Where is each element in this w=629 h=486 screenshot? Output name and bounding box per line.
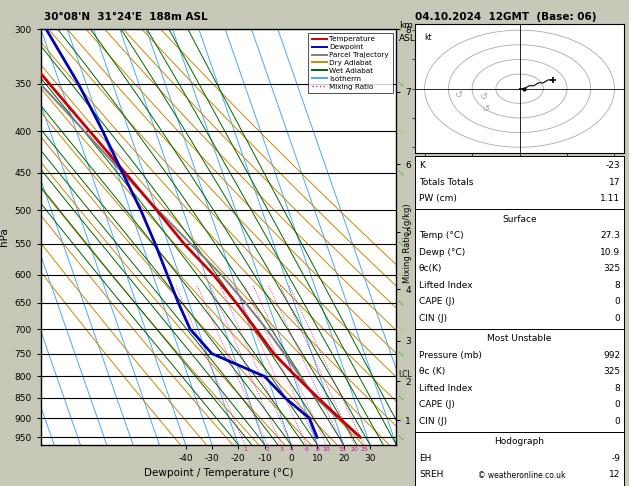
Text: \: \	[399, 395, 404, 401]
Text: 8: 8	[316, 447, 320, 452]
Text: 0: 0	[615, 314, 620, 323]
Text: Lifted Index: Lifted Index	[419, 281, 472, 290]
Text: 20: 20	[351, 447, 359, 452]
Text: CIN (J): CIN (J)	[419, 314, 447, 323]
Text: \: \	[399, 434, 404, 440]
Text: 30°08'N  31°24'E  188m ASL: 30°08'N 31°24'E 188m ASL	[44, 12, 208, 22]
Text: Surface: Surface	[502, 215, 537, 224]
Text: \: \	[399, 241, 404, 247]
Text: Hodograph: Hodograph	[494, 437, 545, 446]
Text: 4: 4	[289, 447, 294, 452]
Text: 1: 1	[243, 447, 247, 452]
Text: 04.10.2024  12GMT  (Base: 06): 04.10.2024 12GMT (Base: 06)	[415, 12, 597, 22]
Text: kt: kt	[425, 33, 432, 42]
Text: \: \	[399, 300, 404, 306]
Text: 17: 17	[609, 178, 620, 187]
Text: \: \	[399, 373, 404, 380]
Text: EH: EH	[419, 454, 431, 463]
Text: 10.9: 10.9	[600, 248, 620, 257]
Legend: Temperature, Dewpoint, Parcel Trajectory, Dry Adiabat, Wet Adiabat, Isotherm, Mi: Temperature, Dewpoint, Parcel Trajectory…	[308, 33, 392, 93]
Text: 325: 325	[603, 264, 620, 273]
Text: ↺: ↺	[480, 92, 488, 102]
Text: \: \	[399, 170, 404, 176]
Text: Most Unstable: Most Unstable	[487, 334, 552, 343]
Text: ASL: ASL	[399, 34, 416, 43]
Text: ↺: ↺	[482, 104, 490, 114]
Text: km: km	[399, 21, 413, 30]
Text: 27.3: 27.3	[600, 231, 620, 240]
Text: \: \	[399, 271, 404, 278]
Text: 8: 8	[615, 281, 620, 290]
Text: 0: 0	[615, 417, 620, 426]
Text: \: \	[399, 26, 404, 33]
Text: 0: 0	[615, 400, 620, 409]
Text: \: \	[399, 128, 404, 134]
Text: Lifted Index: Lifted Index	[419, 384, 472, 393]
Text: Mixing Ratio (g/kg): Mixing Ratio (g/kg)	[403, 203, 412, 283]
Text: θᴄ(K): θᴄ(K)	[419, 264, 442, 273]
Text: Temp (°C): Temp (°C)	[419, 231, 464, 240]
Text: LCL: LCL	[398, 370, 412, 379]
Text: \: \	[399, 415, 404, 421]
Text: -9: -9	[611, 454, 620, 463]
Text: 10: 10	[322, 447, 330, 452]
Text: CAPE (J): CAPE (J)	[419, 297, 455, 306]
X-axis label: Dewpoint / Temperature (°C): Dewpoint / Temperature (°C)	[144, 469, 293, 478]
Text: Dewp (°C): Dewp (°C)	[419, 248, 465, 257]
Text: CIN (J): CIN (J)	[419, 417, 447, 426]
Text: \: \	[399, 81, 404, 87]
Text: 325: 325	[603, 367, 620, 376]
Text: CAPE (J): CAPE (J)	[419, 400, 455, 409]
Text: SREH: SREH	[419, 470, 443, 479]
Text: PW (cm): PW (cm)	[419, 194, 457, 203]
Text: 992: 992	[603, 351, 620, 360]
Text: -23: -23	[606, 161, 620, 170]
Text: 1.11: 1.11	[600, 194, 620, 203]
Text: 6: 6	[304, 447, 308, 452]
Text: © weatheronline.co.uk: © weatheronline.co.uk	[478, 471, 566, 480]
Text: K: K	[419, 161, 425, 170]
Text: 25: 25	[360, 447, 368, 452]
Text: \: \	[399, 207, 404, 213]
Text: Totals Totals: Totals Totals	[419, 178, 473, 187]
Text: \: \	[399, 350, 404, 357]
Text: 8: 8	[615, 384, 620, 393]
Text: 12: 12	[609, 470, 620, 479]
Text: 15: 15	[339, 447, 347, 452]
Text: 0: 0	[615, 297, 620, 306]
Text: θᴄ (K): θᴄ (K)	[419, 367, 445, 376]
Text: ↺: ↺	[455, 90, 463, 100]
Text: Pressure (mb): Pressure (mb)	[419, 351, 482, 360]
Y-axis label: hPa: hPa	[0, 227, 9, 246]
Text: \: \	[399, 326, 404, 332]
Text: 2: 2	[265, 447, 269, 452]
Text: 3: 3	[279, 447, 283, 452]
